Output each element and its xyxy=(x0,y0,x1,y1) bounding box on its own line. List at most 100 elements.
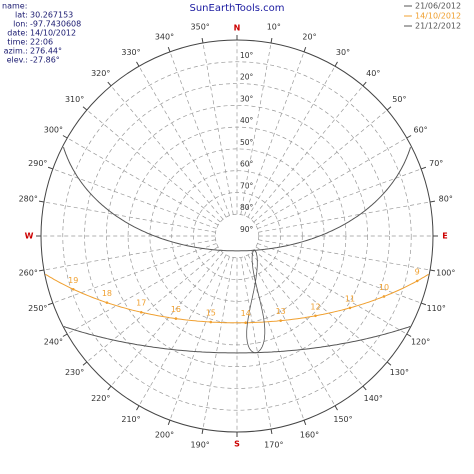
azimuth-label: 70° xyxy=(429,159,443,168)
hour-dot xyxy=(209,320,213,324)
info-value: 22:06 xyxy=(30,38,53,47)
azimuth-label: 50° xyxy=(392,95,406,104)
azimuth-tick xyxy=(82,106,88,111)
azimuth-label: 40° xyxy=(366,69,380,78)
azimuth-tick xyxy=(421,166,427,170)
elevation-ring xyxy=(84,83,390,389)
elevation-label: 10° xyxy=(240,51,254,60)
azimuth-line xyxy=(52,168,217,229)
hour-label: 19 xyxy=(68,276,78,285)
elevation-label: 20° xyxy=(240,73,254,82)
hour-label: 15 xyxy=(206,309,216,318)
hour-dot xyxy=(174,317,178,320)
azimuth-line xyxy=(247,66,336,218)
azimuth-label: 260° xyxy=(19,268,38,277)
azimuth-line xyxy=(169,51,230,216)
cardinal-label: E xyxy=(442,232,447,241)
azimuth-label: 220° xyxy=(91,394,110,403)
info-label: lon: xyxy=(13,20,28,29)
azimuth-tick xyxy=(82,361,88,366)
hour-label: 18 xyxy=(102,289,112,298)
azimuth-tick xyxy=(303,420,307,426)
azimuth-line xyxy=(86,109,221,223)
azimuth-line xyxy=(257,168,422,229)
info-value: 276.44° xyxy=(30,47,62,56)
azimuth-tick xyxy=(107,385,112,391)
azimuth-line xyxy=(250,252,364,387)
azimuth-tick xyxy=(136,405,140,411)
azimuth-line xyxy=(258,201,431,233)
azimuth-line xyxy=(110,85,224,220)
info-label: name: xyxy=(2,2,27,11)
info-label: azim.: xyxy=(4,47,28,56)
azimuth-tick xyxy=(406,135,412,139)
azimuth-label: 340° xyxy=(155,32,174,41)
azimuth-label: 320° xyxy=(91,69,110,78)
azimuth-label: 100° xyxy=(436,268,455,277)
elevation-ring xyxy=(62,61,412,411)
azimuth-tick xyxy=(201,428,204,435)
info-value: 30.267153 xyxy=(30,11,73,20)
azimuth-label: 240° xyxy=(44,338,63,347)
elevation-label: 50° xyxy=(240,138,254,147)
legend-label: 14/10/2012 xyxy=(415,12,461,21)
info-label: elev.: xyxy=(7,56,28,65)
azimuth-line xyxy=(257,243,422,304)
azimuth-tick xyxy=(386,106,392,111)
azimuth-label: 60° xyxy=(414,126,428,135)
azimuth-label: 210° xyxy=(121,415,140,424)
hour-dot xyxy=(382,295,386,298)
elevation-label: 80° xyxy=(240,203,254,212)
azimuth-line xyxy=(110,252,224,387)
azimuth-tick xyxy=(62,333,68,337)
azimuth-tick xyxy=(136,61,140,67)
elevation-ring xyxy=(149,148,325,324)
hour-label: 13 xyxy=(276,307,286,316)
azimuth-line xyxy=(240,42,272,215)
azimuth-tick xyxy=(406,333,412,337)
hour-dot xyxy=(139,310,143,314)
azimuth-tick xyxy=(429,200,436,203)
azimuth-tick xyxy=(62,135,68,139)
hour-label: 14 xyxy=(241,309,251,318)
chart-title: SunEarthTools.com xyxy=(189,3,284,14)
azimuth-line xyxy=(52,243,217,304)
azimuth-label: 160° xyxy=(300,431,319,440)
azimuth-tick xyxy=(386,361,392,366)
cardinal-label: N xyxy=(234,24,241,33)
azimuth-label: 280° xyxy=(19,195,38,204)
hour-dot xyxy=(348,306,352,310)
azimuth-line xyxy=(244,51,305,216)
azimuth-label: 20° xyxy=(302,32,316,41)
hour-label: 16 xyxy=(171,305,181,314)
azimuth-tick xyxy=(38,200,45,203)
azimuth-tick xyxy=(362,385,367,391)
azimuth-label: 30° xyxy=(336,48,350,57)
info-value: -97.7430608 xyxy=(30,20,81,29)
azimuth-label: 140° xyxy=(364,394,383,403)
azimuth-label: 350° xyxy=(191,23,210,32)
hour-dot xyxy=(71,287,75,291)
legend-label: 21/06/2012 xyxy=(415,2,461,11)
azimuth-tick xyxy=(107,81,112,87)
azimuth-line xyxy=(202,42,234,215)
azimuth-line xyxy=(258,239,431,271)
azimuth-tick xyxy=(47,302,53,306)
azimuth-tick xyxy=(47,166,53,170)
azimuth-line xyxy=(67,137,219,226)
elevation-label: 30° xyxy=(240,94,254,103)
azimuth-line xyxy=(244,256,305,421)
azimuth-label: 130° xyxy=(390,368,409,377)
azimuth-line xyxy=(202,257,234,430)
cardinal-label: S xyxy=(234,440,240,449)
hour-dot xyxy=(314,314,317,318)
azimuth-label: 310° xyxy=(65,95,84,104)
azimuth-label: 330° xyxy=(121,48,140,57)
azimuth-label: 80° xyxy=(439,195,453,204)
hour-label: 10 xyxy=(379,283,389,292)
hour-dot xyxy=(415,279,419,283)
elevation-label: 60° xyxy=(240,160,254,169)
azimuth-line xyxy=(43,201,216,233)
azimuth-label: 290° xyxy=(28,159,47,168)
azimuth-tick xyxy=(334,405,338,411)
